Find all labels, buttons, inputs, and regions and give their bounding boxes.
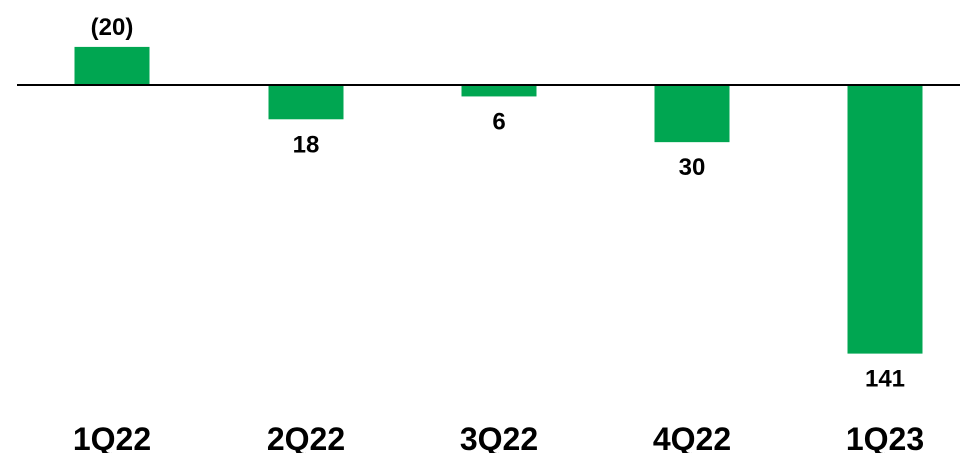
category-label-2q22: 2Q22 [267, 421, 345, 453]
bar-4q22 [654, 85, 730, 143]
bars-group [74, 46, 923, 354]
data-label-1q22: (20) [91, 14, 134, 41]
category-label-3q22: 3Q22 [460, 421, 538, 453]
bar-3q22 [461, 85, 537, 97]
bar-1q22 [74, 46, 150, 85]
data-label-2q22: 18 [293, 131, 320, 158]
data-label-3q22: 6 [492, 108, 505, 135]
category-label-1q23: 1Q23 [846, 421, 924, 453]
category-label-1q22: 1Q22 [73, 421, 151, 453]
category-label-4q22: 4Q22 [653, 421, 731, 453]
data-label-1q23: 141 [865, 366, 905, 393]
bar-1q23 [847, 85, 923, 354]
category-labels-group: 1Q22 2Q22 3Q22 4Q22 1Q23 [73, 421, 924, 453]
data-label-4q22: 30 [679, 154, 706, 181]
data-labels-group: (20) 18 6 30 141 [91, 14, 905, 393]
bar-2q22 [268, 85, 344, 120]
